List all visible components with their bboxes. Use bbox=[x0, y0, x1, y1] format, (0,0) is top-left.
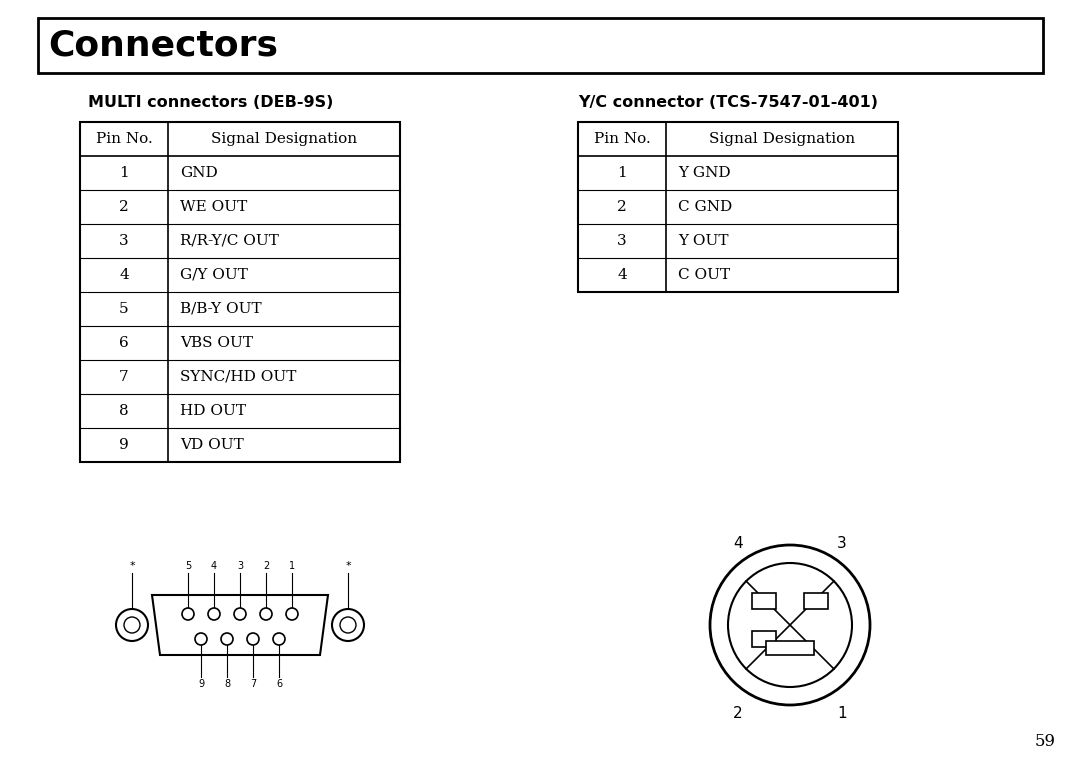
Text: G/Y OUT: G/Y OUT bbox=[180, 268, 248, 282]
Text: 5: 5 bbox=[119, 302, 129, 316]
Text: Y GND: Y GND bbox=[678, 166, 731, 180]
Circle shape bbox=[208, 608, 220, 620]
Text: 5: 5 bbox=[185, 561, 191, 571]
Text: 9: 9 bbox=[198, 679, 204, 689]
Text: 1: 1 bbox=[289, 561, 295, 571]
Text: 3: 3 bbox=[237, 561, 243, 571]
FancyBboxPatch shape bbox=[578, 122, 897, 292]
Circle shape bbox=[183, 608, 194, 620]
Text: 9: 9 bbox=[119, 438, 129, 452]
Text: SYNC/HD OUT: SYNC/HD OUT bbox=[180, 370, 296, 384]
Text: 3: 3 bbox=[837, 536, 847, 550]
FancyBboxPatch shape bbox=[38, 18, 1043, 73]
Circle shape bbox=[195, 633, 207, 645]
Text: 4: 4 bbox=[211, 561, 217, 571]
Text: 4: 4 bbox=[733, 536, 743, 550]
Text: 59: 59 bbox=[1035, 734, 1055, 751]
Text: Pin No.: Pin No. bbox=[594, 132, 650, 146]
Text: Y OUT: Y OUT bbox=[678, 234, 729, 248]
Text: 7: 7 bbox=[119, 370, 129, 384]
Text: WE OUT: WE OUT bbox=[180, 200, 247, 214]
FancyBboxPatch shape bbox=[80, 122, 400, 462]
Text: 8: 8 bbox=[119, 404, 129, 418]
FancyBboxPatch shape bbox=[766, 641, 814, 655]
Text: 1: 1 bbox=[617, 166, 626, 180]
Text: 3: 3 bbox=[617, 234, 626, 248]
Text: 2: 2 bbox=[617, 200, 626, 214]
Circle shape bbox=[332, 609, 364, 641]
Circle shape bbox=[116, 609, 148, 641]
Text: 8: 8 bbox=[224, 679, 230, 689]
Text: Signal Designation: Signal Designation bbox=[708, 132, 855, 146]
Text: 2: 2 bbox=[119, 200, 129, 214]
Text: Signal Designation: Signal Designation bbox=[211, 132, 357, 146]
Text: HD OUT: HD OUT bbox=[180, 404, 246, 418]
Text: MULTI connectors (DEB-9S): MULTI connectors (DEB-9S) bbox=[87, 95, 334, 110]
Text: C GND: C GND bbox=[678, 200, 732, 214]
FancyBboxPatch shape bbox=[752, 593, 777, 609]
Text: Connectors: Connectors bbox=[48, 28, 278, 62]
Polygon shape bbox=[152, 595, 328, 655]
Text: VBS OUT: VBS OUT bbox=[180, 336, 253, 350]
Text: B/B-Y OUT: B/B-Y OUT bbox=[180, 302, 261, 316]
Text: 2: 2 bbox=[262, 561, 269, 571]
FancyBboxPatch shape bbox=[804, 593, 828, 609]
Text: 6: 6 bbox=[275, 679, 282, 689]
FancyBboxPatch shape bbox=[752, 631, 777, 647]
Text: 4: 4 bbox=[617, 268, 626, 282]
Text: 3: 3 bbox=[119, 234, 129, 248]
Text: Y/C connector (TCS-7547-01-401): Y/C connector (TCS-7547-01-401) bbox=[578, 95, 878, 110]
Text: VD OUT: VD OUT bbox=[180, 438, 244, 452]
Text: 6: 6 bbox=[119, 336, 129, 350]
Text: C OUT: C OUT bbox=[678, 268, 730, 282]
Circle shape bbox=[260, 608, 272, 620]
Circle shape bbox=[286, 608, 298, 620]
Text: GND: GND bbox=[180, 166, 218, 180]
Circle shape bbox=[273, 633, 285, 645]
Circle shape bbox=[221, 633, 233, 645]
Text: 1: 1 bbox=[837, 706, 847, 721]
Text: 1: 1 bbox=[119, 166, 129, 180]
Circle shape bbox=[710, 545, 870, 705]
Text: 7: 7 bbox=[249, 679, 256, 689]
Text: *: * bbox=[130, 561, 135, 571]
Text: 4: 4 bbox=[119, 268, 129, 282]
Text: *: * bbox=[346, 561, 351, 571]
Text: 2: 2 bbox=[733, 706, 743, 721]
Circle shape bbox=[234, 608, 246, 620]
Text: R/R-Y/C OUT: R/R-Y/C OUT bbox=[180, 234, 279, 248]
Circle shape bbox=[247, 633, 259, 645]
Text: Pin No.: Pin No. bbox=[96, 132, 152, 146]
